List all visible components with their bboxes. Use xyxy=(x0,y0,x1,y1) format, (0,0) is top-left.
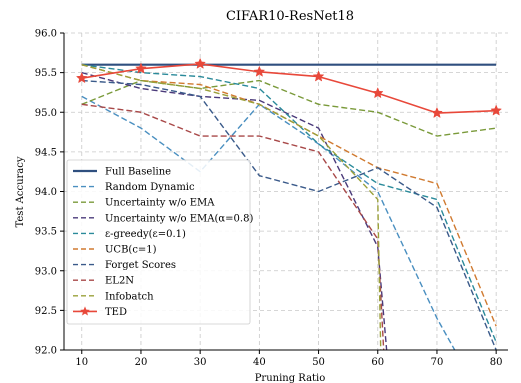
tick-labels: 10 20 30 40 50 60 70 80 92.0 92.5 93.0 93.5 94.0 94.5… xyxy=(35,29,503,369)
series-4-greedy-0-1 xyxy=(81,64,497,343)
data-point xyxy=(312,70,325,82)
x-tick-label: 70 xyxy=(431,357,444,368)
series-line xyxy=(81,95,456,350)
data-point xyxy=(135,62,147,74)
y-tick-label: 95.0 xyxy=(35,108,57,119)
y-tick-label: 95.5 xyxy=(35,68,57,79)
legend-item: UCB(c=1) xyxy=(73,245,157,256)
data-point xyxy=(490,104,503,116)
x-tick-label: 80 xyxy=(490,357,503,368)
legend-label: EL2N xyxy=(105,276,134,287)
legend-label: Random Dynamic xyxy=(105,182,195,193)
y-tick-label: 93.5 xyxy=(35,227,57,238)
x-axis-label: Pruning Ratio xyxy=(255,373,326,383)
legend: Full Baseline Random Dynamic Uncertainty w… xyxy=(66,159,253,325)
legend-item: Forget Scores xyxy=(73,260,176,271)
series-line xyxy=(81,79,497,137)
data-point xyxy=(431,106,443,119)
legend-item: Full Baseline xyxy=(73,167,171,178)
legend-label: TED xyxy=(105,307,127,318)
y-tick-label: 96.0 xyxy=(35,29,57,40)
series-8-infobatch xyxy=(81,64,382,350)
series-1-random-dynamic xyxy=(81,95,456,350)
legend-label: Full Baseline xyxy=(105,167,171,178)
legend-label: Forget Scores xyxy=(105,260,176,271)
legend-item: EL2N xyxy=(73,276,134,287)
axes xyxy=(60,32,508,354)
series-7-el2n xyxy=(81,103,385,350)
legend-label: Infobatch xyxy=(105,291,154,302)
series-3-uncertainty-w-o-ema-0-8 xyxy=(81,71,388,350)
legend-marker xyxy=(80,306,90,316)
legend-label: UCB(c=1) xyxy=(105,245,157,256)
series-5-ucb-c-1 xyxy=(81,64,497,327)
data-point xyxy=(253,65,266,77)
y-tick-label: 92.5 xyxy=(35,306,57,317)
data-point xyxy=(194,57,207,69)
series-line xyxy=(81,103,385,350)
y-tick-label: 94.5 xyxy=(35,147,57,158)
data-point xyxy=(371,87,384,99)
series-line xyxy=(81,71,388,350)
legend-item: Infobatch xyxy=(73,291,154,302)
legend-item: Uncertainty w/o EMA(α=0.8) xyxy=(73,213,253,224)
legend-item: Uncertainty w/o EMA xyxy=(73,198,215,209)
legend-label: Uncertainty w/o EMA(α=0.8) xyxy=(105,213,253,224)
series-line xyxy=(81,63,497,114)
x-tick-label: 10 xyxy=(75,357,88,368)
legend-box xyxy=(66,159,251,325)
legend-item: Random Dynamic xyxy=(73,182,195,193)
series-9-ted xyxy=(75,57,503,119)
x-tick-label: 40 xyxy=(253,357,266,368)
x-tick-label: 60 xyxy=(371,357,384,368)
x-tick-label: 30 xyxy=(194,357,207,368)
x-tick-label: 20 xyxy=(135,357,148,368)
series-line xyxy=(81,64,497,343)
y-tick-label: 93.0 xyxy=(35,266,57,277)
y-axis-label: Test Accuracy xyxy=(15,156,26,227)
series-line xyxy=(81,64,497,327)
series-line xyxy=(81,64,382,350)
y-tick-label: 94.0 xyxy=(35,187,57,198)
series-2-uncertainty-w-o-ema xyxy=(81,79,497,137)
legend-item: ε-greedy(ε=0.1) xyxy=(73,229,186,240)
y-tick-label: 92.0 xyxy=(35,346,57,357)
data-point xyxy=(75,72,88,84)
series-group xyxy=(75,57,503,350)
legend-label: Uncertainty w/o EMA xyxy=(105,198,215,209)
chart-title: CIFAR10-ResNet18 xyxy=(226,9,354,24)
legend-label: ε-greedy(ε=0.1) xyxy=(105,229,186,240)
legend-item: TED xyxy=(73,306,127,318)
x-tick-label: 50 xyxy=(312,357,325,368)
